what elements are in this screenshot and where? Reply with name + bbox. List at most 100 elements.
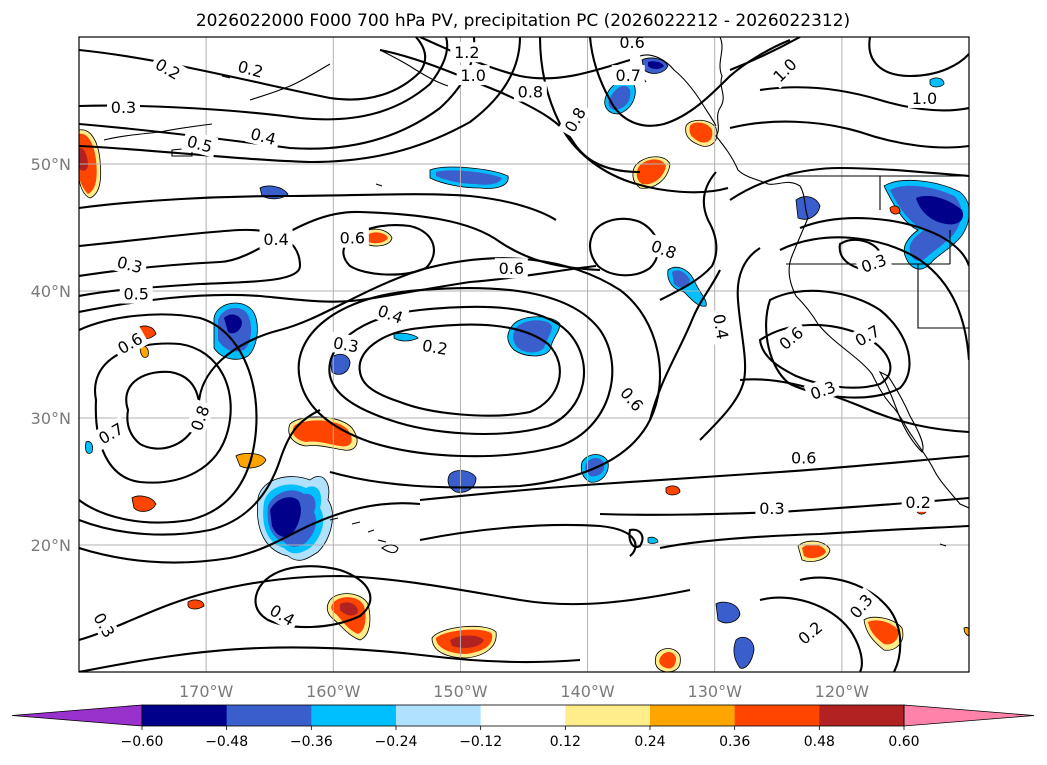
pv-contour: [419, 37, 631, 80]
contour-label-bg: [842, 586, 880, 626]
contour-label-bg: [787, 447, 821, 468]
precip-negative-blob: [329, 353, 351, 375]
contour-label-bg: [119, 283, 153, 304]
contour-label-text: 1.0: [912, 89, 937, 108]
lat-tick-label: 20°N: [31, 536, 71, 555]
hawaiian-islands: [329, 517, 399, 554]
contour-label-text: 0.6: [791, 448, 816, 467]
lat-tick-label: 30°N: [31, 409, 71, 428]
contour-label-bg: [91, 416, 131, 451]
longitude-tick-labels: 170°W 160°W 150°W 140°W 130°W 120°W: [179, 682, 869, 701]
contour-label-bg: [371, 298, 410, 329]
contour-label-bg: [513, 81, 547, 102]
contour-label-text: 0.2: [905, 493, 930, 512]
colorbar-segment: [565, 705, 651, 726]
colorbar-tick-label: −0.12: [459, 734, 502, 750]
contour-label-bg: [456, 65, 490, 86]
pv-contour: [729, 120, 969, 149]
contour-label: 0.7: [611, 65, 645, 86]
colorbar-segment: [480, 705, 566, 726]
precip-negative-blob: [256, 475, 333, 561]
lat-tick-label: 50°N: [31, 155, 71, 174]
precip-negative-blob: [213, 302, 258, 360]
contour-label: 0.5: [119, 283, 153, 304]
colorbar-segment: [142, 705, 228, 726]
colorbar-segment: [819, 705, 905, 726]
pv-contour: [799, 217, 969, 267]
contour-label-bg: [854, 248, 893, 279]
contour-label-bg: [494, 258, 528, 279]
contour-label-bg: [232, 54, 270, 83]
contour-label-text: 0.7: [616, 66, 641, 85]
contour-label-bg: [107, 96, 140, 117]
lon-tick-label: 150°W: [433, 682, 488, 701]
lon-tick-label: 170°W: [179, 682, 234, 701]
precip-positive-blob: [654, 648, 681, 672]
contour-label-text: 0.2: [421, 336, 449, 359]
contour-label: 0.4: [371, 298, 410, 329]
pv-contour-0.4: [297, 286, 614, 458]
precip-positive-blob: [361, 228, 393, 247]
precip-negative-blob: [641, 57, 669, 74]
colorbar-segment: [311, 705, 397, 726]
pv-contours: [79, 37, 969, 672]
contour-label-bg: [181, 129, 219, 158]
colorbar-extend-max: [903, 704, 1035, 727]
precip-positive-blob: [326, 593, 371, 641]
contour-label-bg: [755, 498, 789, 519]
contour-label: 0.4: [708, 308, 734, 345]
pv-contour: [659, 171, 718, 301]
contour-label-text: 0.6: [619, 33, 644, 52]
contour-label-text: 1.0: [460, 66, 485, 85]
colorbar-segment: [396, 705, 482, 726]
pv-contour: [758, 323, 892, 389]
contour-label-bg: [111, 250, 149, 279]
contour-label-bg: [244, 122, 282, 150]
contour-label-bg: [184, 399, 215, 437]
pv-contour: [419, 523, 969, 557]
pv-contour-0.2: [358, 323, 561, 417]
pv-contour: [79, 313, 258, 524]
pv-contour: [765, 289, 911, 399]
colorbar-tick-label: −0.60: [121, 734, 164, 750]
colorbar-tick-label: −0.36: [290, 734, 333, 750]
pv-contour: [779, 236, 969, 361]
colorbar-segment: [226, 705, 312, 726]
pv-contour: [379, 48, 641, 174]
pv-contour: [79, 193, 557, 221]
pv-contour: [729, 166, 969, 201]
coastline-north-america: [715, 37, 969, 509]
lon-tick-label: 160°W: [306, 682, 361, 701]
pv-contour: [79, 210, 601, 278]
contour-label: 1.0: [908, 87, 941, 108]
contour-label: 0.6: [787, 447, 821, 468]
contour-label-bg: [450, 42, 484, 63]
contour-label: 1.0: [456, 65, 490, 86]
contour-label-text: 0.4: [263, 230, 288, 249]
contour-label-bg: [803, 375, 842, 406]
lon-tick-label: 140°W: [560, 682, 615, 701]
contour-label-bg: [765, 51, 804, 89]
precip-negative-blob: [883, 179, 969, 270]
pv-contour: [729, 37, 801, 71]
colorbar: −0.60 −0.48 −0.36 −0.24 −0.12 0.12 0.24 0.36 0.4…: [11, 704, 1035, 750]
contour-label-bg: [901, 491, 935, 512]
pv-contour: [739, 378, 969, 434]
contour-label-text: 0.3: [759, 499, 784, 518]
pv-contour: [699, 247, 761, 441]
precip-negative-blob: [85, 77, 945, 544]
contour-label-bg: [335, 227, 369, 248]
pv-contour: [79, 646, 581, 672]
contour-label-bg: [328, 331, 364, 358]
precip-positive-blob: [685, 119, 718, 147]
colorbar-tick-label: −0.24: [375, 734, 418, 750]
contour-label: 0.3: [107, 96, 140, 117]
pv-contour: [79, 409, 321, 536]
contour-label-bg: [644, 234, 683, 265]
contour-label-bg: [611, 65, 645, 86]
pv-contour: [79, 502, 421, 564]
colorbar-tick-label: 0.48: [804, 734, 835, 750]
pv-contour: [254, 565, 372, 629]
contour-label-text: 0.6: [499, 259, 524, 278]
